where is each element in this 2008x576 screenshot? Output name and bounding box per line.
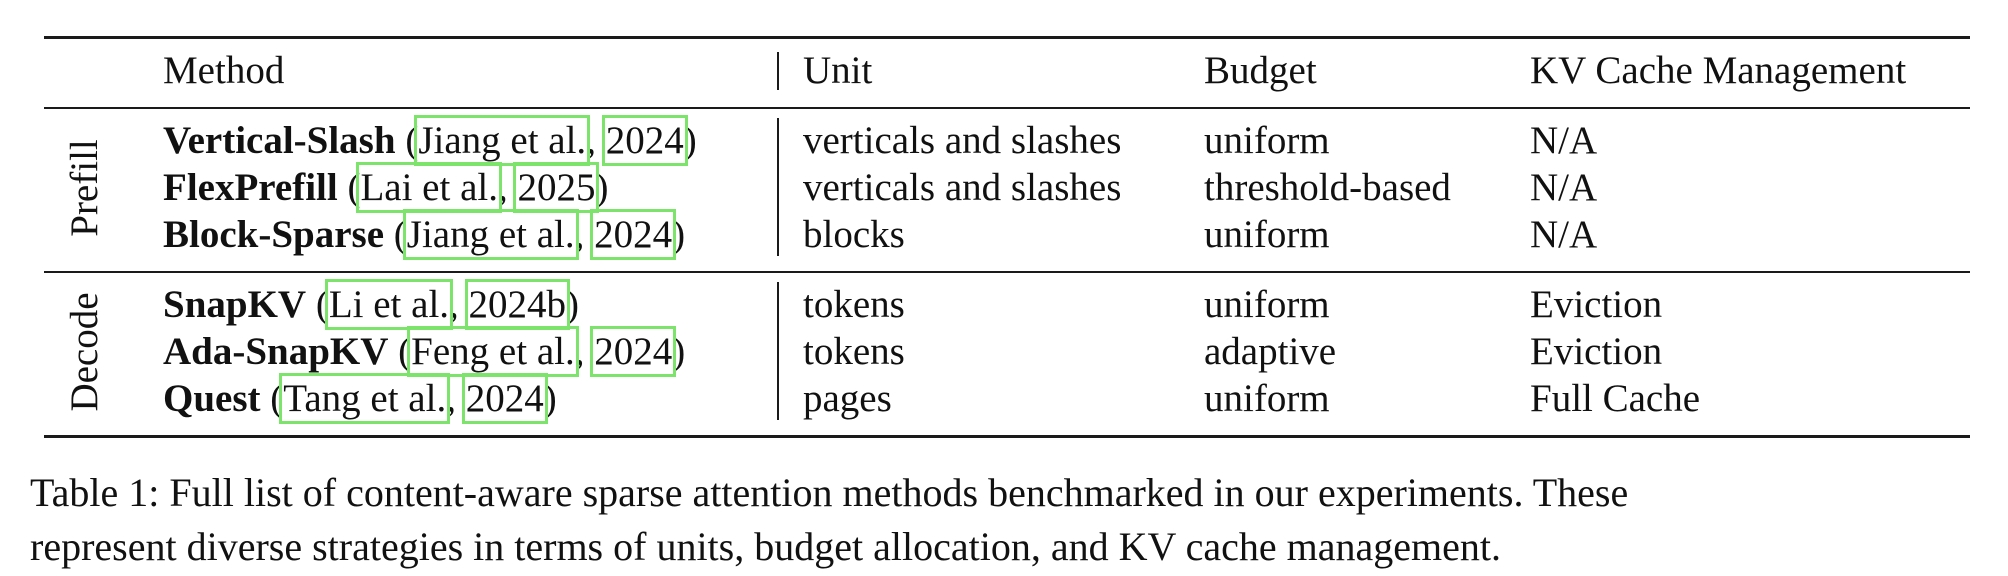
unit-cell: pages: [803, 377, 892, 420]
header-method: Method: [163, 49, 285, 92]
header-kv-cache-management: KV Cache Management: [1530, 49, 1907, 92]
method-name: Ada-SnapKV: [163, 330, 389, 373]
citation-authors-link[interactable]: Lai et al.: [356, 162, 502, 213]
citation-year-link[interactable]: 2024: [461, 373, 548, 424]
budget-cell: threshold-based: [1204, 166, 1451, 209]
column-separator: [777, 282, 779, 420]
method-name: Quest: [163, 377, 261, 420]
method-name: FlexPrefill: [163, 166, 338, 209]
unit-cell: blocks: [803, 213, 905, 256]
citation-authors-link[interactable]: Jiang et al.: [402, 209, 579, 260]
method-name: Block-Sparse: [163, 213, 385, 256]
kv-cache-cell: Full Cache: [1530, 377, 1701, 420]
method-cell: Quest (Tang et al., 2024): [163, 373, 557, 424]
method-cell: FlexPrefill (Lai et al., 2025): [163, 162, 609, 213]
budget-cell: adaptive: [1204, 330, 1337, 373]
table-bottom-rule: [44, 435, 1970, 438]
table-caption: Table 1: Full list of content-aware spar…: [30, 466, 1990, 574]
citation-year-link[interactable]: 2024: [601, 115, 688, 166]
budget-cell: uniform: [1204, 377, 1330, 420]
unit-cell: verticals and slashes: [803, 166, 1122, 209]
citation-year-link[interactable]: 2024b: [464, 279, 571, 330]
method-name: Vertical-Slash: [163, 119, 396, 162]
method-cell: Block-Sparse (Jiang et al., 2024): [163, 209, 686, 260]
citation-year-link[interactable]: 2025: [513, 162, 600, 213]
header-budget: Budget: [1204, 49, 1317, 92]
budget-cell: uniform: [1204, 119, 1330, 162]
header-unit: Unit: [803, 49, 873, 92]
kv-cache-cell: N/A: [1530, 166, 1598, 209]
citation-year-link[interactable]: 2024: [590, 326, 677, 377]
budget-cell: uniform: [1204, 283, 1330, 326]
citation-authors-link[interactable]: Tang et al.: [279, 373, 451, 424]
citation-authors-link[interactable]: Li et al.: [324, 279, 454, 330]
unit-cell: tokens: [803, 283, 905, 326]
citation-authors-link[interactable]: Feng et al.: [407, 326, 579, 377]
group-label-prefill: Prefill: [63, 139, 106, 237]
unit-cell: tokens: [803, 330, 905, 373]
table-group-rule: [44, 271, 1970, 273]
column-separator: [777, 118, 779, 256]
group-label-decode: Decode: [63, 292, 106, 412]
kv-cache-cell: Eviction: [1530, 330, 1663, 373]
caption-line: Table 1: Full list of content-aware spar…: [30, 470, 1629, 515]
unit-cell: verticals and slashes: [803, 119, 1122, 162]
budget-cell: uniform: [1204, 213, 1330, 256]
citation-authors-link[interactable]: Jiang et al.: [414, 115, 591, 166]
kv-cache-cell: Eviction: [1530, 283, 1663, 326]
caption-line: represent diverse strategies in terms of…: [30, 524, 1501, 569]
column-separator: [777, 52, 779, 90]
method-cell: Ada-SnapKV (Feng et al., 2024): [163, 326, 686, 377]
method-cell: SnapKV (Li et al., 2024b): [163, 279, 580, 330]
table-top-rule: [44, 36, 1970, 39]
kv-cache-cell: N/A: [1530, 119, 1598, 162]
kv-cache-cell: N/A: [1530, 213, 1598, 256]
citation-year-link[interactable]: 2024: [590, 209, 677, 260]
table-header-rule: [44, 107, 1970, 109]
method-name: SnapKV: [163, 283, 307, 326]
method-cell: Vertical-Slash (Jiang et al., 2024): [163, 115, 697, 166]
